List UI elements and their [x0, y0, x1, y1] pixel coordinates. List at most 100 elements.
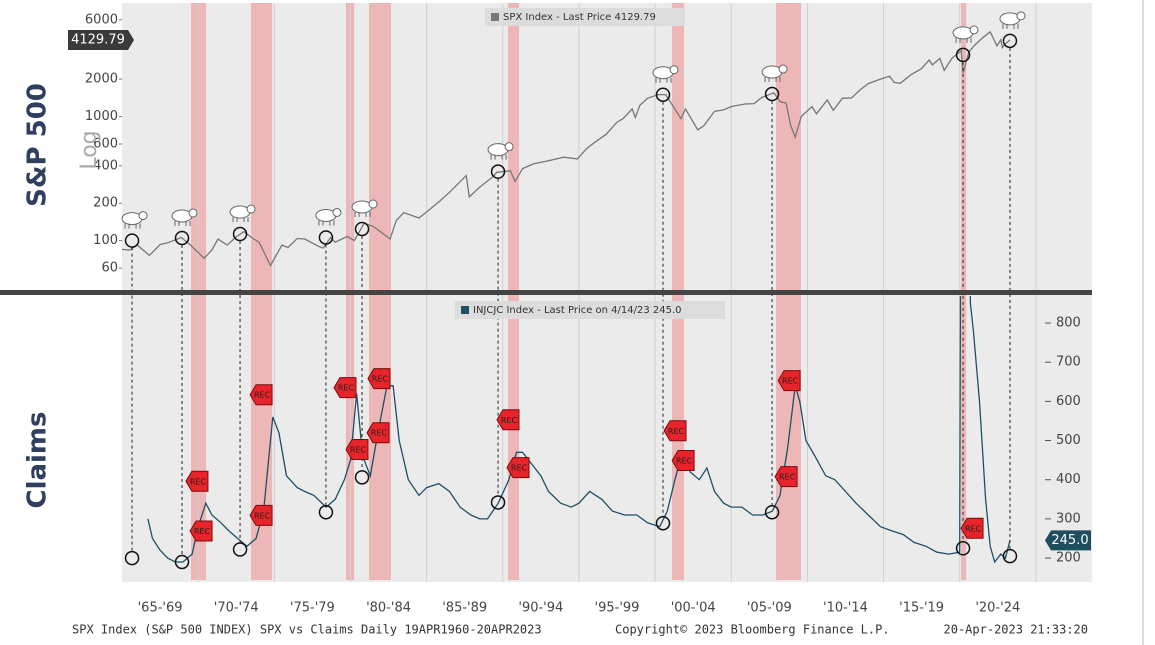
- rec-marker: [496, 409, 520, 431]
- y-tick-label: 100: [93, 233, 118, 248]
- legend-swatch: [461, 306, 469, 314]
- x-tick-label: '85-'89: [442, 601, 487, 616]
- y-tick-label: 60: [101, 261, 118, 276]
- event-circle: [174, 554, 190, 570]
- y-tick-label: 600: [93, 136, 118, 151]
- bear-icon: [761, 64, 788, 83]
- bear-legs: [955, 37, 972, 43]
- rec-marker: [185, 470, 209, 492]
- event-circle: [232, 542, 248, 557]
- bear-legs: [174, 220, 191, 226]
- y-tick-label: 300: [1056, 511, 1081, 526]
- rec-label: REC: [254, 391, 271, 400]
- event-circle: [490, 495, 506, 510]
- bear-head: [504, 142, 514, 152]
- bear-icon: [121, 211, 148, 229]
- y-tick-label: 200: [93, 196, 118, 211]
- recession-band: [776, 3, 801, 290]
- series-line: [147, 296, 1011, 564]
- last-price-label: 4129.79: [71, 32, 125, 47]
- bear-head: [778, 64, 788, 74]
- x-tick-label: '95-'99: [595, 601, 640, 616]
- event-circle: [124, 233, 140, 248]
- x-tick-label: '05-'09: [747, 601, 792, 616]
- y-tick-label: 600: [1056, 394, 1081, 409]
- rec-marker: [774, 466, 798, 488]
- bear-head: [332, 207, 342, 217]
- bear-legs: [124, 223, 141, 229]
- rec-label: REC: [371, 429, 388, 438]
- event-circle: [1002, 548, 1018, 564]
- bear-icon: [315, 207, 342, 226]
- y-tick-label: 6000: [85, 12, 118, 27]
- rec-marker: [671, 450, 695, 472]
- bear-icon: [487, 142, 514, 160]
- rec-marker: [366, 422, 390, 444]
- last-price-tag: [1045, 530, 1091, 551]
- bear-legs: [1002, 23, 1019, 29]
- rec-marker: [189, 520, 213, 542]
- rec-label: REC: [190, 477, 207, 486]
- scale-label: Log: [77, 130, 102, 169]
- recession-band: [671, 3, 685, 290]
- last-price-tag: [68, 29, 134, 50]
- bear-icon: [999, 11, 1026, 29]
- rec-label: REC: [511, 464, 528, 473]
- x-tick-label: '90-'94: [518, 601, 563, 616]
- event-circle: [318, 230, 334, 245]
- event-circle: [955, 47, 971, 63]
- event-circle: [318, 504, 334, 520]
- bear-legs: [318, 220, 335, 226]
- bear-head: [669, 65, 679, 75]
- rec-marker: [506, 457, 530, 479]
- y-tick-label: 700: [1056, 355, 1081, 370]
- bear-icon: [229, 204, 256, 223]
- rec-marker: [367, 368, 391, 390]
- x-tick-label: '20-'24: [975, 601, 1020, 616]
- y-tick-label: 400: [93, 158, 118, 173]
- legend-swatch: [491, 13, 499, 21]
- event-circle: [354, 470, 370, 485]
- y-tick-label: 200: [1056, 551, 1081, 566]
- y-label: S&P 500: [23, 83, 53, 207]
- event-circle: [1002, 33, 1018, 49]
- recession-band: [507, 294, 520, 580]
- y-tick-label: 1000: [85, 109, 118, 124]
- x-tick-label: '00-'04: [671, 601, 716, 616]
- rec-marker: [777, 370, 801, 392]
- rec-label: REC: [676, 457, 693, 466]
- event-circle: [232, 226, 248, 242]
- rec-marker: [345, 439, 369, 461]
- footer-center: Copyright© 2023 Bloomberg Finance L.P.: [615, 623, 890, 637]
- footer-right: 20-Apr-2023 21:33:20: [944, 623, 1089, 637]
- footer-left: SPX Index (S&P 500 INDEX) SPX vs Claims …: [72, 623, 542, 637]
- recession-band: [961, 294, 967, 580]
- event-circle: [955, 541, 971, 556]
- last-price-label: 245.0: [1051, 533, 1088, 548]
- bear-icon: [952, 25, 979, 43]
- rec-marker: [960, 517, 984, 539]
- legend-text: SPX Index - Last Price 4129.79: [503, 12, 656, 23]
- rec-label: REC: [501, 416, 518, 425]
- recession-band: [961, 3, 967, 290]
- event-circle: [354, 221, 370, 237]
- rec-label: REC: [372, 375, 389, 384]
- bear-legs: [764, 77, 781, 83]
- event-circle: [655, 515, 671, 531]
- legend-box: [485, 8, 685, 26]
- x-tick-label: '10-'14: [823, 601, 868, 616]
- y-tick-label: 2000: [85, 72, 118, 87]
- legend-text: INJCJC Index - Last Price on 4/14/23 245…: [473, 305, 682, 316]
- event-circle: [490, 164, 506, 179]
- x-tick-label: '65-'69: [138, 601, 183, 616]
- legend-box: [455, 301, 725, 319]
- rec-label: REC: [350, 446, 367, 455]
- rec-marker: [249, 504, 273, 526]
- bear-head: [138, 211, 148, 221]
- rec-label: REC: [782, 377, 799, 386]
- bear-legs: [232, 217, 249, 223]
- event-circle: [764, 86, 780, 102]
- event-circle: [764, 504, 780, 520]
- rec-label: REC: [779, 473, 796, 482]
